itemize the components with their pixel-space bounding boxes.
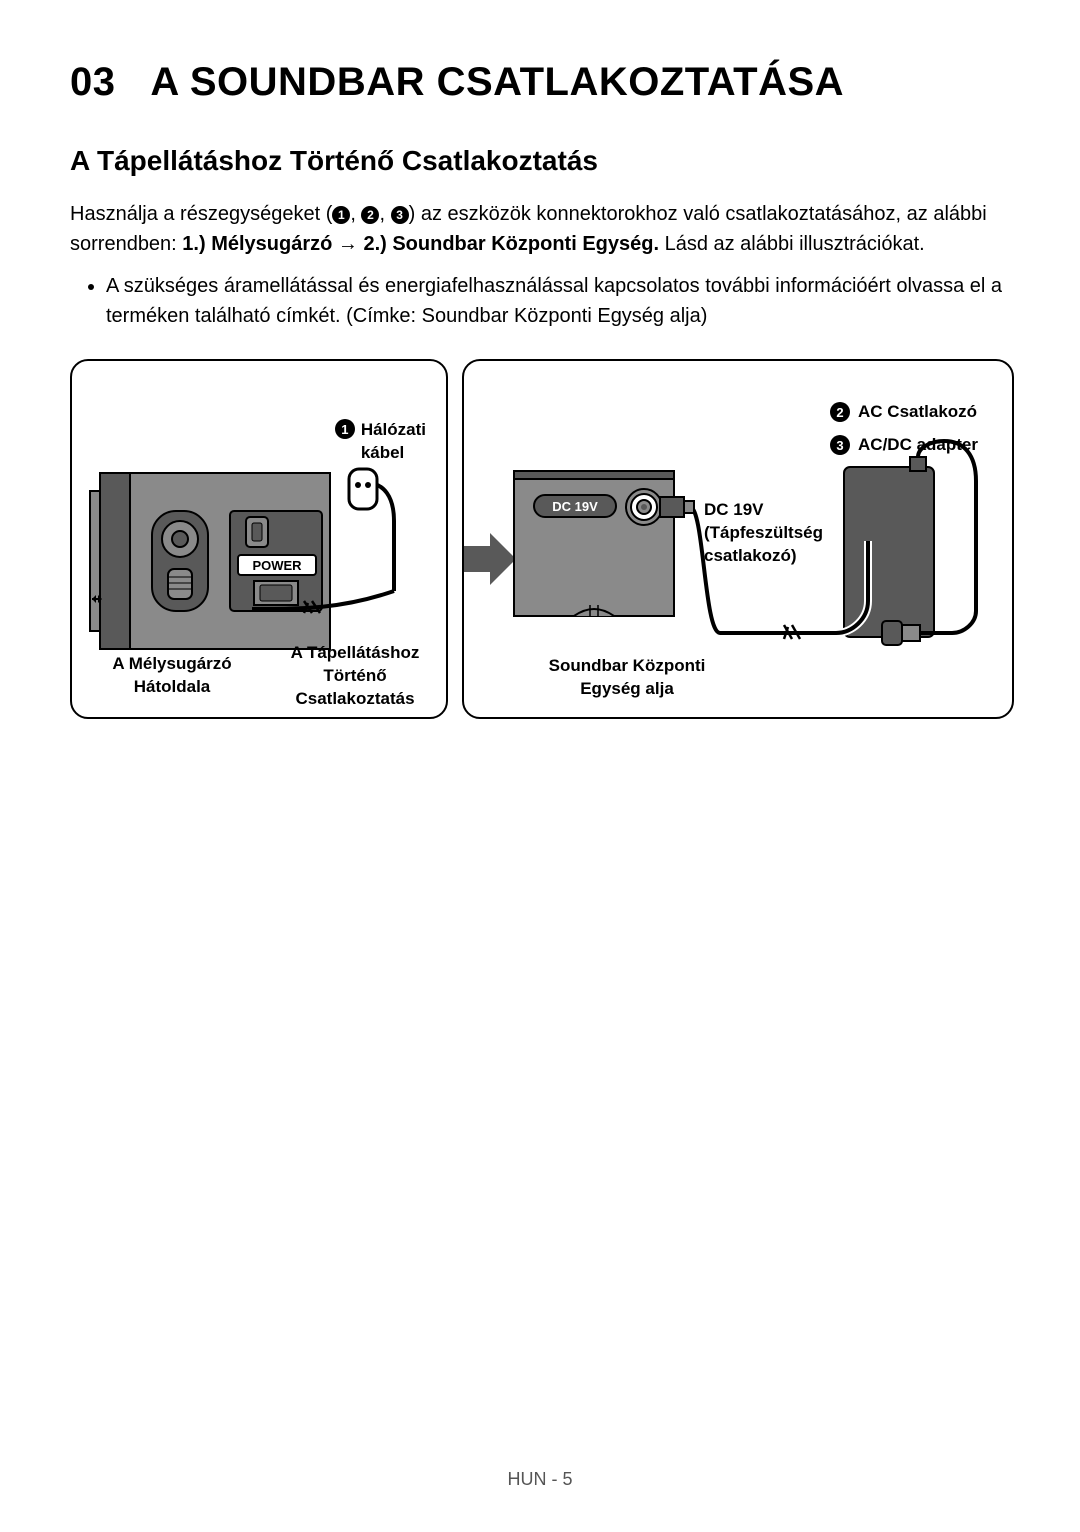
diagram-subwoofer: 1 Hálózati kábel bbox=[70, 359, 448, 719]
number-badge-1-icon: 1 bbox=[335, 419, 355, 439]
caption-line: Csatlakoztatás bbox=[270, 688, 440, 711]
bullet-item: A szükséges áramellátással és energiafel… bbox=[106, 271, 1010, 331]
number-badge-2-icon: 2 bbox=[361, 206, 379, 224]
number-badge-1-icon: 1 bbox=[332, 206, 350, 224]
label-power-cord: 1 Hálózati kábel bbox=[335, 419, 426, 465]
label-text: kábel bbox=[361, 442, 426, 465]
caption-power-connection: A Tápellátáshoz Történő Csatlakoztatás bbox=[270, 642, 440, 711]
number-badge-2-icon: 2 bbox=[830, 402, 850, 422]
label-line: (Tápfeszültség bbox=[704, 522, 854, 545]
chapter-heading: 03 A SOUNDBAR CSATLAKOZTATÁSA bbox=[70, 60, 1010, 105]
info-bullet-list: A szükséges áramellátással és energiafel… bbox=[106, 271, 1010, 331]
caption-line: Hátoldala bbox=[92, 676, 252, 699]
label-text: Hálózati bbox=[361, 419, 426, 442]
chapter-number: 03 bbox=[70, 60, 116, 104]
diagram-soundbar: 2 AC Csatlakozó 3 AC/DC adapter bbox=[462, 359, 1014, 719]
para-text: , bbox=[350, 203, 361, 225]
para-text: Használja a részegységeket ( bbox=[70, 203, 332, 225]
caption-subwoofer-rear: A Mélysugárzó Hátoldala bbox=[92, 653, 252, 699]
number-badge-3-icon: 3 bbox=[830, 435, 850, 455]
page-footer: HUN - 5 bbox=[0, 1469, 1080, 1490]
caption-line: Történő bbox=[270, 665, 440, 688]
chapter-title-text: A SOUNDBAR CSATLAKOZTATÁSA bbox=[150, 60, 844, 104]
number-badge-3-icon: 3 bbox=[391, 206, 409, 224]
para-text: , bbox=[379, 203, 390, 225]
label-line: csatlakozó) bbox=[704, 545, 854, 568]
label-ac-adapter-pair: 2 AC Csatlakozó 3 AC/DC adapter bbox=[830, 401, 978, 457]
label-acdc-adapter: AC/DC adapter bbox=[858, 434, 978, 457]
caption-line: A Mélysugárzó bbox=[92, 653, 252, 676]
caption-line: A Tápellátáshoz bbox=[270, 642, 440, 665]
intro-paragraph: Használja a részegységeket (1, 2, 3) az … bbox=[70, 199, 1010, 259]
label-dc-connector: DC 19V (Tápfeszültség csatlakozó) bbox=[704, 499, 854, 568]
para-text: Lásd az alábbi illusztrációkat. bbox=[659, 233, 925, 255]
svg-text:DC 19V: DC 19V bbox=[552, 499, 598, 514]
caption-soundbar-bottom: Soundbar Központi Egység alja bbox=[522, 655, 732, 701]
diagram-row: 1 Hálózati kábel bbox=[70, 359, 1010, 719]
manual-page: 03 A SOUNDBAR CSATLAKOZTATÁSA A Tápellát… bbox=[0, 0, 1080, 1532]
caption-line: Soundbar Központi bbox=[522, 655, 732, 678]
section-heading: A Tápellátáshoz Történő Csatlakoztatás bbox=[70, 145, 1010, 177]
svg-text:POWER: POWER bbox=[252, 558, 302, 573]
para-bold-sequence: 1.) Mélysugárzó → 2.) Soundbar Központi … bbox=[182, 233, 659, 255]
caption-line: Egység alja bbox=[522, 678, 732, 701]
label-ac-connector: AC Csatlakozó bbox=[858, 401, 977, 424]
label-line: DC 19V bbox=[704, 499, 854, 522]
